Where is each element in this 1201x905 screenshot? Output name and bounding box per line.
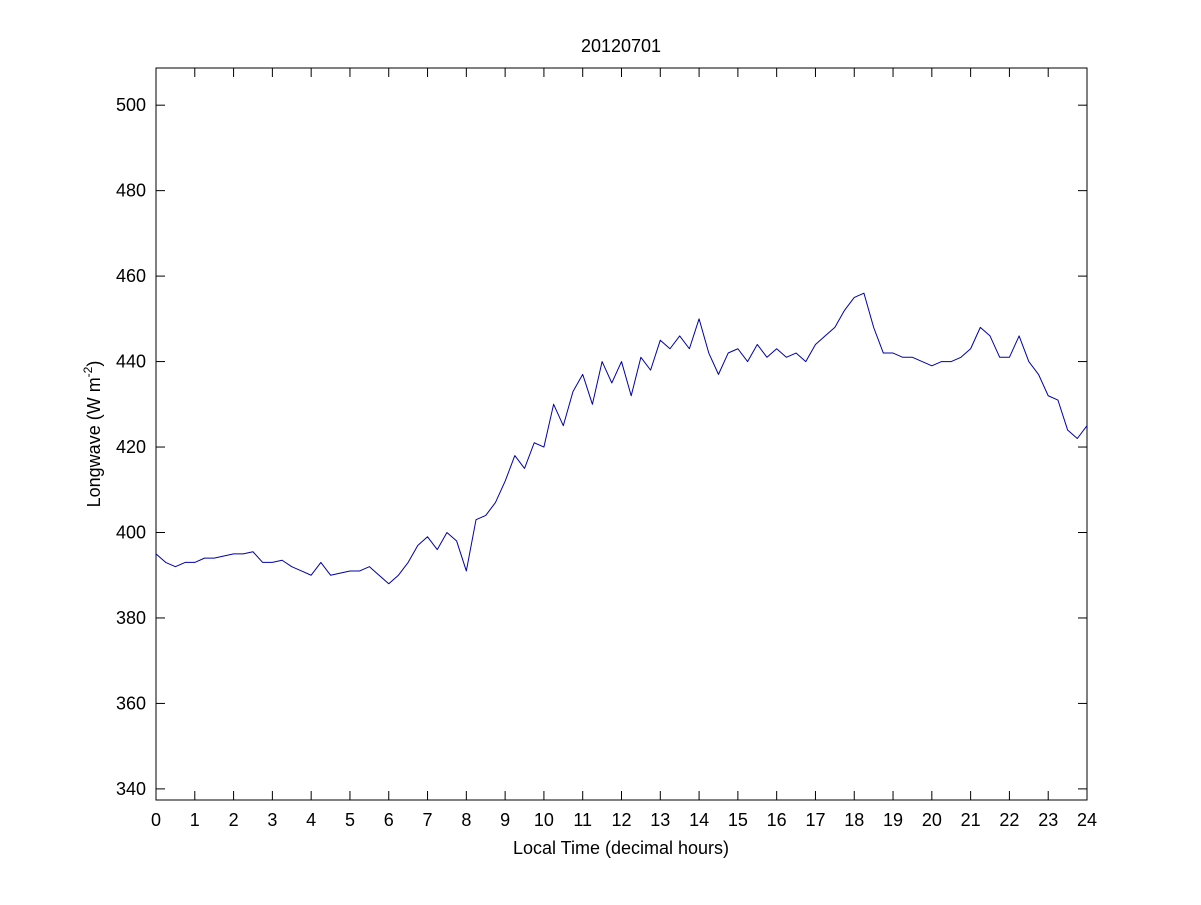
x-tick-label: 6 bbox=[384, 810, 394, 830]
x-tick-label: 3 bbox=[267, 810, 277, 830]
x-tick-label: 12 bbox=[611, 810, 631, 830]
data-line bbox=[155, 292, 1088, 585]
y-tick-label: 420 bbox=[116, 437, 146, 457]
y-label-close: ) bbox=[84, 361, 104, 367]
x-tick-label: 16 bbox=[767, 810, 787, 830]
y-tick-label: 440 bbox=[116, 352, 146, 372]
x-tick-label: 17 bbox=[805, 810, 825, 830]
x-tick-label: 13 bbox=[650, 810, 670, 830]
y-tick-label: 480 bbox=[116, 181, 146, 201]
y-tick-label: 360 bbox=[116, 693, 146, 713]
x-tick-label: 9 bbox=[500, 810, 510, 830]
x-tick-label: 15 bbox=[728, 810, 748, 830]
y-tick-label: 400 bbox=[116, 522, 146, 542]
x-tick-label: 1 bbox=[190, 810, 200, 830]
x-tick-label: 4 bbox=[306, 810, 316, 830]
x-tick-label: 21 bbox=[961, 810, 981, 830]
y-tick-label: 460 bbox=[116, 266, 146, 286]
x-tick-label: 2 bbox=[229, 810, 239, 830]
chart-title: 20120701 bbox=[581, 36, 661, 56]
y-axis-label: Longwave (W m-2) bbox=[81, 361, 104, 508]
x-tick-label: 8 bbox=[461, 810, 471, 830]
y-tick-label: 380 bbox=[116, 608, 146, 628]
x-tick-label: 7 bbox=[423, 810, 433, 830]
x-tick-label: 10 bbox=[534, 810, 554, 830]
x-tick-label: 20 bbox=[922, 810, 942, 830]
x-tick-label: 22 bbox=[999, 810, 1019, 830]
x-tick-label: 19 bbox=[883, 810, 903, 830]
x-tick-label: 18 bbox=[844, 810, 864, 830]
x-tick-label: 11 bbox=[573, 810, 592, 830]
x-tick-label: 0 bbox=[151, 810, 161, 830]
x-axis-label: Local Time (decimal hours) bbox=[513, 838, 729, 858]
y-tick-label: 340 bbox=[116, 779, 146, 799]
y-label-main: Longwave (W m bbox=[84, 377, 104, 507]
y-label-sup: -2 bbox=[81, 366, 95, 377]
x-tick-label: 5 bbox=[345, 810, 355, 830]
x-tick-label: 14 bbox=[689, 810, 709, 830]
x-tick-label: 24 bbox=[1077, 810, 1097, 830]
x-tick-label: 23 bbox=[1038, 810, 1058, 830]
y-tick-label: 500 bbox=[116, 95, 146, 115]
